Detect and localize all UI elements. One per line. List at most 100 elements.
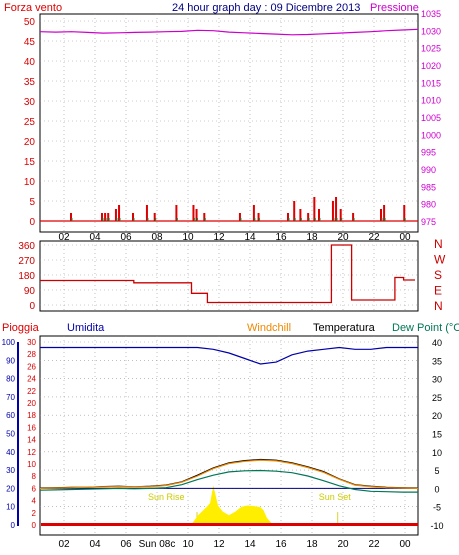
pressure-tick-label: 1020 [421,61,441,71]
wind-tick-label: 40 [24,57,36,68]
wind-axis-title: Forza vento [4,2,62,14]
wind-tick-label: 15 [24,157,36,168]
temp-tick-label: 10 [432,448,442,458]
panel-mid-frame [39,240,419,312]
pressure-tick-label: 1015 [421,78,441,88]
x-tick-label: 04 [89,539,101,550]
wind-tick-label: 35 [24,77,36,88]
humidity-tick-label: 10 [6,503,15,512]
humidity-tick-label: 60 [6,411,15,420]
rain-baseline [41,523,418,526]
wind-tick-label: 50 [24,17,36,28]
humidity-axis-title: Umidita [67,322,105,334]
rain-tick-label: 26 [27,362,36,371]
humidity-line [40,346,418,365]
pressure-tick-label: 980 [421,200,436,210]
humidity-tick-label: 80 [6,375,15,384]
wind-tick-label: 0 [29,217,35,228]
compass-label: W [434,253,446,267]
temp-tick-label: 0 [434,484,439,494]
direction-tick-label: 90 [24,286,36,297]
pressure-tick-label: 1005 [421,113,441,123]
x-tick-label: 00 [399,539,411,550]
x-tick-label: 02 [58,232,70,243]
humidity-tick-label: 90 [6,356,15,365]
dewpoint-legend: Dew Point (°C [392,322,459,334]
sunrise-label: Sun Rise [148,492,185,502]
rain-tick-label: 16 [27,423,36,432]
direction-tick-label: 360 [18,241,35,252]
rain-tick-label: 28 [27,350,36,359]
windchill-line [39,459,419,489]
rain-tick-label: 18 [27,411,36,420]
humidity-tick-label: 0 [11,521,16,530]
x-tick-label: 12 [213,539,225,550]
rain-tick-label: 14 [27,436,36,445]
temp-tick-label: 40 [432,338,442,348]
chart-title: 24 hour graph day : 09 Dicembre 2013 [172,2,360,14]
panel-top-frame [39,13,419,233]
rain-tick-label: 8 [32,472,37,481]
humidity-tick-label: 20 [6,484,15,493]
pressure-line [39,28,419,36]
pressure-tick-label: 995 [421,148,436,158]
wind-tick-label: 25 [24,117,36,128]
panel-bottom-frame [39,335,419,536]
temp-tick-label: 30 [432,375,442,385]
rain-tick-label: 20 [27,399,36,408]
pressure-tick-label: 1010 [421,96,441,106]
rain-tick-label: 0 [32,521,37,530]
wind-tick-label: 20 [24,137,36,148]
pressure-tick-label: 985 [421,182,436,192]
rain-axis-title: Pioggia [2,322,40,334]
direction-tick-label: 270 [18,256,35,267]
wind-tick-label: 45 [24,37,36,48]
pressure-tick-label: 975 [421,217,436,227]
pressure-tick-label: 1035 [421,9,441,19]
compass-label: N [434,237,443,251]
pressure-tick-label: 1000 [421,130,441,140]
tick-layer: 0510152025303540455097598098599099510001… [2,9,446,550]
wind-tick-label: 5 [29,197,35,208]
temperature-legend: Temperatura [313,322,376,334]
compass-label: E [434,284,442,298]
temp-tick-label: -10 [430,521,443,531]
compass-label: N [434,299,443,313]
temp-tick-label: -5 [433,503,441,513]
temp-tick-label: 25 [432,393,442,403]
pressure-tick-label: 1025 [421,44,441,54]
x-tick-label: 00 [399,232,411,243]
pressure-tick-label: 1030 [421,26,441,36]
x-tick-label: 20 [337,232,349,243]
rain-tick-label: 2 [32,509,37,518]
x-tick-label: 10 [182,539,194,550]
rain-tick-label: 6 [32,484,37,493]
x-tick-label: 20 [337,539,349,550]
data-layer: Sun Rise Sun Set [39,28,419,526]
x-tick-label: 02 [58,539,70,550]
x-tick-label: Sun 08c [139,539,176,550]
humidity-tick-label: 50 [6,430,15,439]
x-tick-label: 10 [182,232,194,243]
compass-label: S [434,268,442,282]
sunset-label: Sun Set [319,492,352,502]
x-tick-label: 16 [275,232,287,243]
x-tick-label: 06 [120,539,132,550]
wind-tick-label: 10 [24,177,36,188]
x-tick-label: 18 [306,232,318,243]
temp-tick-label: 35 [432,356,442,366]
x-tick-label: 22 [368,232,380,243]
humidity-tick-label: 40 [6,448,15,457]
wind-tick-label: 30 [24,97,36,108]
temp-tick-label: 5 [434,466,439,476]
rain-tick-label: 10 [27,460,36,469]
rain-tick-label: 30 [27,338,36,347]
humidity-tick-label: 30 [6,466,15,475]
rain-tick-label: 4 [32,497,37,506]
x-tick-label: 14 [244,539,256,550]
x-tick-label: 14 [244,232,256,243]
pressure-axis-title: Pressione [370,2,419,14]
x-tick-label: 22 [368,539,380,550]
direction-tick-label: 0 [29,301,35,312]
